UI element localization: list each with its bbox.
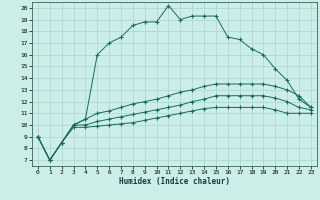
X-axis label: Humidex (Indice chaleur): Humidex (Indice chaleur) bbox=[119, 177, 230, 186]
